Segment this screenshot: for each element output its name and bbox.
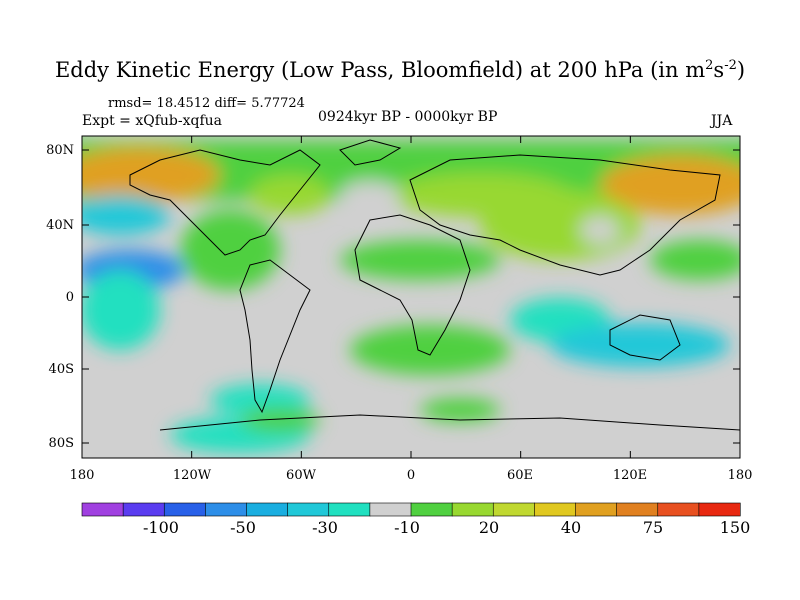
colorbar-label: -10 <box>394 518 420 537</box>
lat-tick-label: 0 <box>65 290 74 305</box>
coastlines <box>129 139 740 431</box>
colorbar-swatch <box>492 502 535 517</box>
colorbar-swatch <box>369 502 412 517</box>
season-label: JJA <box>711 113 733 129</box>
colorbar-swatch <box>575 502 618 517</box>
colorbar-swatch <box>534 502 577 517</box>
colorbar-label: -50 <box>230 518 256 537</box>
map-title: Eddy Kinetic Energy (Low Pass, Bloomfiel… <box>54 58 746 82</box>
lon-tick-label: 120E <box>612 468 648 483</box>
colorbar-label: -100 <box>143 518 179 537</box>
lon-tick-label: 120W <box>172 468 212 483</box>
axis-ticks <box>81 136 741 458</box>
stats-label: rmsd= 18.4512 diff= 5.77724 <box>108 96 305 111</box>
lon-tick-label: 180 <box>69 468 95 483</box>
lon-tick-label: 0 <box>406 468 416 483</box>
colorbar-swatch <box>81 502 124 517</box>
colorbar-swatch <box>698 502 741 517</box>
lat-tick-label: 80N <box>46 143 74 158</box>
colorbar-swatch <box>451 502 494 517</box>
colorbar-label: 150 <box>719 518 751 537</box>
lat-tick-label: 80S <box>48 436 74 451</box>
colorbar-swatch <box>287 502 330 517</box>
colorbar-swatch <box>328 502 371 517</box>
experiment-label: Expt = xQfub-xqfua <box>82 113 222 129</box>
colorbar-label: 20 <box>478 518 500 537</box>
lon-tick-label: 180 <box>727 468 753 483</box>
colorbar <box>81 502 741 517</box>
lat-tick-label: 40S <box>48 362 74 377</box>
colorbar-swatch <box>246 502 289 517</box>
colorbar-swatch <box>657 502 700 517</box>
eke-field <box>82 136 740 458</box>
colorbar-swatch <box>205 502 248 517</box>
lon-tick-label: 60W <box>286 468 316 483</box>
lon-tick-label: 60E <box>506 468 534 483</box>
colorbar-label: 75 <box>642 518 664 537</box>
colorbar-swatch <box>616 502 659 517</box>
colorbar-swatch <box>163 502 206 517</box>
colorbar-label: 40 <box>560 518 582 537</box>
colorbar-swatch <box>122 502 165 517</box>
lat-tick-label: 40N <box>46 218 74 233</box>
period-label: 0924kyr BP - 0000kyr BP <box>318 109 498 125</box>
colorbar-label: -30 <box>312 518 338 537</box>
colorbar-swatch <box>410 502 453 517</box>
